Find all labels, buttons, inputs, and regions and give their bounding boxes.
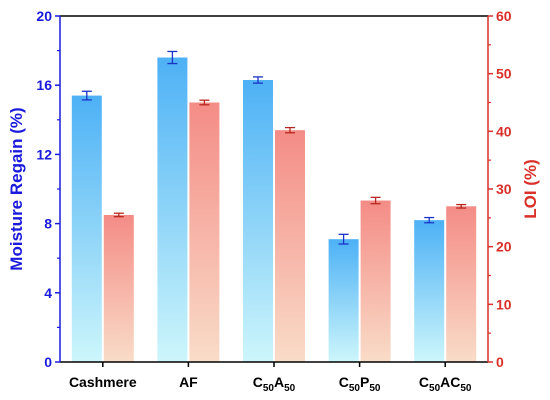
right-tick-label-0: 0 (496, 354, 504, 370)
moisture-bar-3 (243, 80, 273, 362)
left-axis-title: Moisture Regain (%) (7, 107, 26, 270)
x-tick-label-1: Cashmere (69, 374, 137, 390)
loi-bar-1 (103, 214, 134, 362)
x-tick-label-2: AF (179, 374, 198, 390)
left-tick-label-4: 4 (44, 285, 52, 301)
right-tick-label-30: 30 (496, 181, 512, 197)
left-tick-label-20: 20 (36, 8, 52, 24)
left-tick-label-12: 12 (36, 146, 52, 162)
loi-bar-5 (446, 206, 477, 362)
right-tick-label-40: 40 (496, 123, 512, 139)
moisture-bar-1 (71, 95, 102, 362)
loi-bar-4 (360, 200, 391, 362)
right-tick-label-20: 20 (496, 239, 512, 255)
right-axis-title: LOI (%) (521, 159, 540, 219)
moisture-bar-2 (157, 57, 188, 363)
left-tick-label-0: 0 (44, 354, 52, 370)
x-tick-label-4: C50P50 (339, 374, 381, 394)
right-tick-label-60: 60 (496, 8, 512, 24)
right-tick-label-50: 50 (496, 66, 512, 82)
x-tick-label-3: C50A50 (253, 374, 296, 394)
loi-bar-2 (189, 102, 220, 362)
left-tick-label-8: 8 (44, 216, 52, 232)
plot-area: 0 4 8 12 16 20 0 10 20 30 40 50 60 Cashmere AF C50A50 C5… (7, 8, 540, 394)
left-tick-label-16: 16 (36, 77, 52, 93)
moisture-bar-5 (414, 220, 445, 362)
right-tick-label-10: 10 (496, 296, 512, 312)
loi-bar-3 (275, 130, 305, 362)
x-tick-label-5: C50AC50 (419, 374, 472, 394)
moisture-bar-4 (328, 239, 359, 362)
